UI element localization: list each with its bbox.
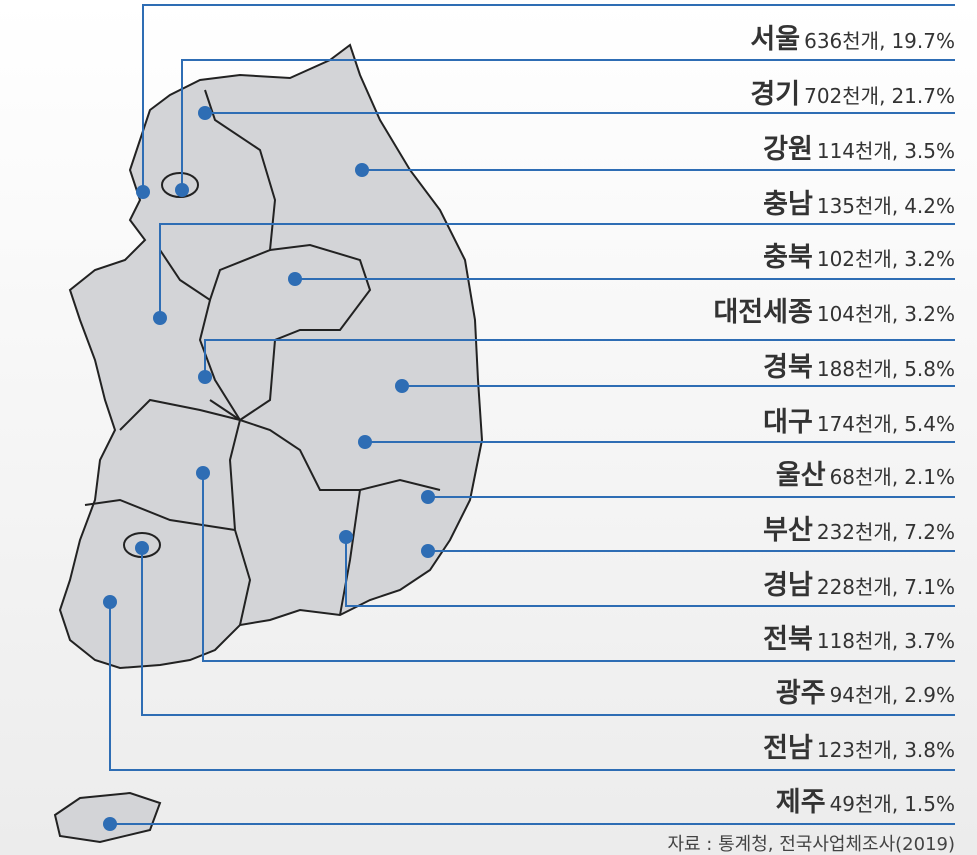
region-share: 7.2% — [904, 520, 955, 544]
leaders — [103, 4, 955, 831]
dot — [355, 163, 369, 177]
region-share: 21.7% — [891, 84, 955, 108]
region-name: 부산 — [763, 515, 813, 546]
dot — [339, 530, 353, 544]
region-name: 제주 — [776, 787, 826, 818]
region-name: 충북 — [763, 242, 813, 273]
region-name: 경북 — [763, 352, 813, 383]
region-count: 49천개, — [830, 792, 899, 816]
region-count: 636천개, — [804, 29, 885, 53]
region-name: 경기 — [750, 79, 800, 110]
region-count: 114천개, — [817, 139, 898, 163]
region-share: 7.1% — [904, 575, 955, 599]
region-share: 5.4% — [904, 412, 955, 436]
region-count: 702천개, — [804, 84, 885, 108]
labels: 서울 636천개, 19.7% 경기 702천개, 21.7% 강원 114천개, 3.5% 충남… — [713, 24, 955, 818]
dot — [421, 544, 435, 558]
dot — [175, 183, 189, 197]
region-label: 충남 135천개, 4.2% — [763, 189, 955, 220]
region-share: 2.9% — [904, 683, 955, 707]
region-label: 전북 118천개, 3.7% — [763, 624, 955, 655]
region-label: 광주 94천개, 2.9% — [776, 678, 955, 709]
dot — [103, 595, 117, 609]
dot — [196, 466, 210, 480]
region-count: 68천개, — [830, 465, 899, 489]
region-label: 강원 114천개, 3.5% — [763, 134, 955, 165]
dot — [358, 435, 372, 449]
region-share: 3.8% — [904, 738, 955, 762]
region-name: 강원 — [763, 134, 813, 165]
dot — [135, 541, 149, 555]
leader-line — [181, 59, 955, 190]
source: 자료 : 통계청, 전국사업체조사(2019) — [667, 834, 955, 855]
dot — [288, 272, 302, 286]
region-share: 2.1% — [904, 465, 955, 489]
leader-line — [202, 473, 955, 662]
region-count: 104천개, — [817, 302, 898, 326]
region-count: 232천개, — [817, 520, 898, 544]
region-share: 19.7% — [891, 29, 955, 53]
region-label: 경남 228천개, 7.1% — [763, 570, 955, 601]
region-count: 174천개, — [817, 412, 898, 436]
region-name: 전남 — [763, 733, 813, 764]
region-name: 대전세종 — [713, 297, 812, 328]
leader-line — [141, 548, 955, 716]
dot — [395, 379, 409, 393]
leader-line — [159, 223, 955, 318]
region-count: 102천개, — [817, 247, 898, 271]
region-count: 188천개, — [817, 357, 898, 381]
dot — [198, 106, 212, 120]
dot — [421, 490, 435, 504]
region-label: 서울 636천개, 19.7% — [750, 24, 955, 55]
region-name: 충남 — [763, 189, 813, 220]
region-share: 3.7% — [904, 629, 955, 653]
region-count: 123천개, — [817, 738, 898, 762]
region-count: 135천개, — [817, 194, 898, 218]
border — [119, 398, 252, 626]
region-name: 광주 — [776, 678, 826, 709]
dot — [198, 370, 212, 384]
region-label: 경북 188천개, 5.8% — [763, 352, 955, 383]
region-share: 4.2% — [904, 194, 955, 218]
leader-line — [142, 4, 955, 192]
region-label: 대구 174천개, 5.4% — [763, 407, 955, 438]
region-name: 경남 — [763, 570, 813, 601]
border — [209, 243, 372, 422]
dot — [153, 311, 167, 325]
border — [198, 299, 441, 491]
region-name: 울산 — [776, 460, 826, 491]
region-label: 울산 68천개, 2.1% — [776, 460, 955, 491]
region-name: 대구 — [763, 407, 813, 438]
region-label: 제주 49천개, 1.5% — [776, 787, 955, 818]
region-label: 대전세종 104천개, 3.2% — [713, 297, 955, 328]
region-label: 경기 702천개, 21.7% — [750, 79, 955, 110]
leader-line — [204, 339, 955, 377]
region-label: 충북 102천개, 3.2% — [763, 242, 955, 273]
region-name: 서울 — [750, 24, 800, 55]
region-count: 94천개, — [830, 683, 899, 707]
dot — [136, 185, 150, 199]
region-share: 3.2% — [904, 247, 955, 271]
region-share: 3.5% — [904, 139, 955, 163]
region-count: 118천개, — [817, 629, 898, 653]
region-label: 전남 123천개, 3.8% — [763, 733, 955, 764]
leader-line — [345, 537, 955, 607]
region-share: 3.2% — [904, 302, 955, 326]
korea-map — [53, 43, 484, 844]
region-share: 1.5% — [904, 792, 955, 816]
border — [339, 489, 361, 616]
region-count: 228천개, — [817, 575, 898, 599]
dot — [103, 817, 117, 831]
leader-line — [109, 602, 955, 771]
region-share: 5.8% — [904, 357, 955, 381]
region-label: 부산 232천개, 7.2% — [763, 515, 955, 546]
region-name: 전북 — [763, 624, 813, 655]
